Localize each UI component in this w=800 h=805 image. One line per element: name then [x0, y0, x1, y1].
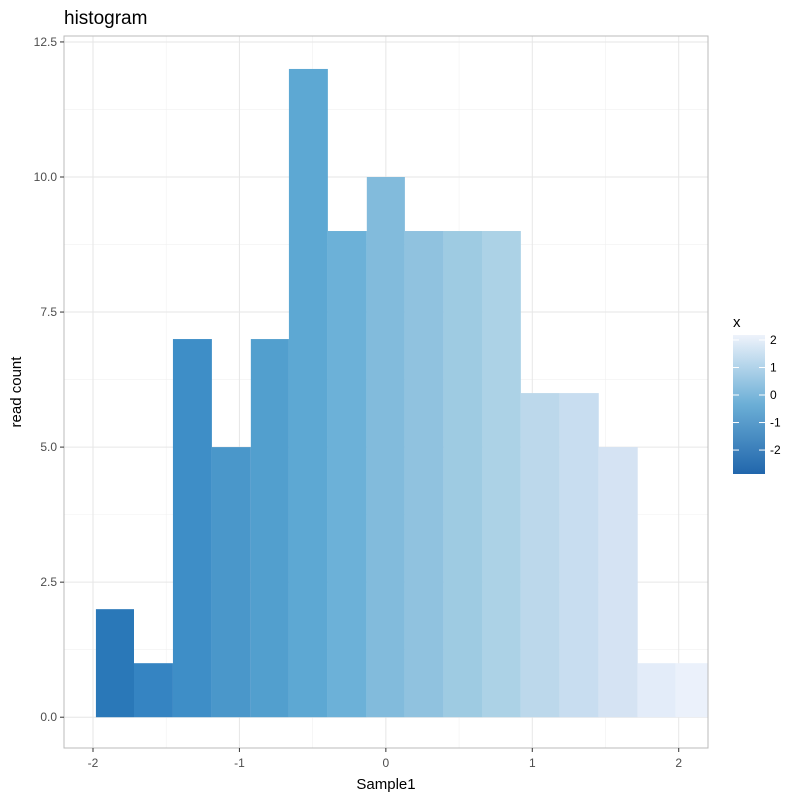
- x-axis-label: Sample1: [356, 776, 415, 793]
- x-tick-label: 0: [383, 756, 390, 770]
- histogram-bar: [133, 663, 173, 718]
- legend-title: x: [733, 314, 741, 331]
- y-tick-label: 10.0: [34, 170, 58, 184]
- histogram-bar: [366, 176, 405, 718]
- y-axis: 0.0 2.5 5.0 7.5 10.0 12.5: [34, 35, 64, 724]
- legend-tick-label: -1: [770, 416, 781, 430]
- histogram-bar: [211, 447, 251, 718]
- x-tick-label: -1: [234, 756, 245, 770]
- histogram-bar: [95, 609, 134, 718]
- histogram-bar: [250, 339, 289, 718]
- histogram-bar: [675, 663, 708, 718]
- histogram-bar: [482, 231, 521, 718]
- y-axis-label: read count: [8, 356, 25, 428]
- y-tick-label: 5.0: [40, 440, 57, 454]
- histogram-bar: [288, 68, 328, 718]
- histogram-bar: [637, 663, 676, 718]
- x-tick-label: -2: [88, 756, 99, 770]
- legend-tick-label: 1: [770, 360, 777, 374]
- histogram-bar: [327, 231, 367, 718]
- legend-tick-label: 2: [770, 333, 777, 347]
- legend-colorbar: [733, 335, 765, 474]
- y-tick-label: 7.5: [40, 305, 57, 319]
- histogram-bar: [520, 393, 560, 718]
- y-tick-label: 12.5: [34, 35, 58, 49]
- histogram-bar: [598, 447, 638, 718]
- legend: x 2 1 0 -1 -2: [733, 314, 781, 474]
- x-tick-label: 2: [675, 756, 682, 770]
- histogram-bar: [172, 339, 212, 718]
- histogram-bar: [559, 393, 599, 718]
- histogram-bar: [404, 231, 444, 718]
- x-axis: -2 -1 0 1 2: [88, 748, 682, 770]
- bars: [95, 68, 708, 718]
- legend-tick-label: 0: [770, 388, 777, 402]
- histogram-bar: [443, 231, 483, 718]
- y-tick-label: 0.0: [40, 710, 57, 724]
- y-tick-label: 2.5: [40, 575, 57, 589]
- chart-title: histogram: [64, 8, 147, 29]
- x-tick-label: 1: [529, 756, 536, 770]
- legend-tick-label: -2: [770, 443, 781, 457]
